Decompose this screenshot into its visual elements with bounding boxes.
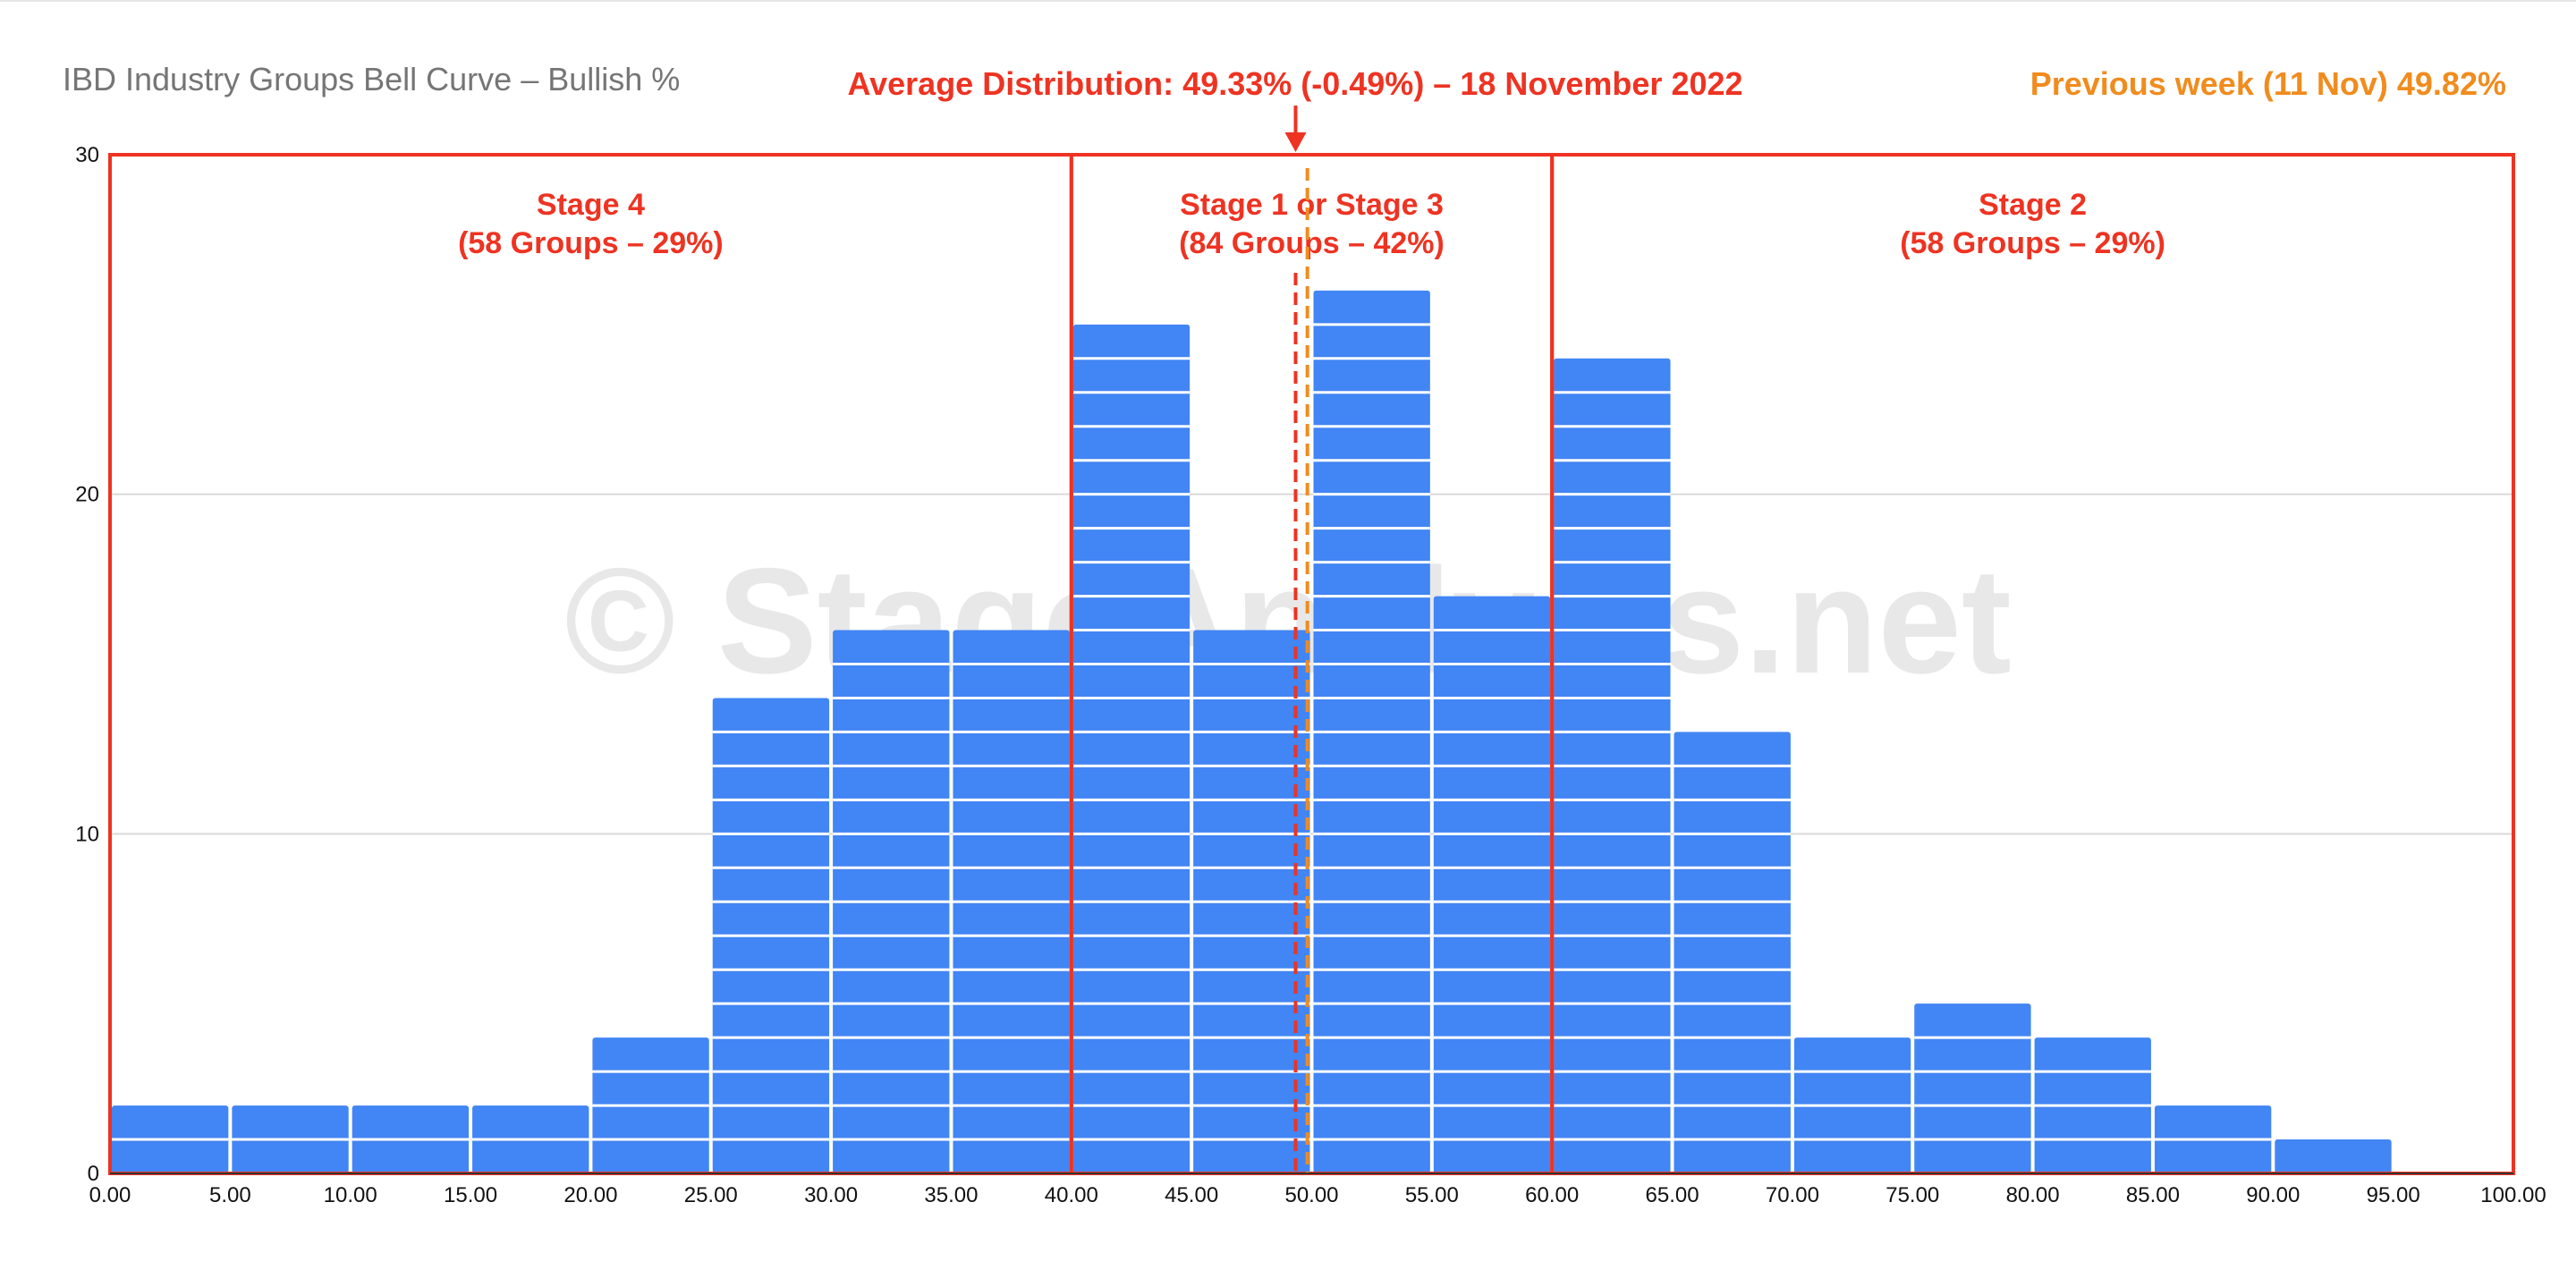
bar-90-95	[2275, 1139, 2392, 1173]
average-distribution-label: Average Distribution: 49.33% (-0.49%) – …	[847, 65, 1742, 102]
x-tick-label: 75.00	[1885, 1183, 1939, 1207]
bar-60-65	[1554, 358, 1671, 1173]
x-tick-label: 50.00	[1284, 1183, 1338, 1207]
x-tick-label: 55.00	[1405, 1183, 1459, 1207]
bar-55-60	[1433, 596, 1551, 1173]
previous-week-label: Previous week (11 Nov) 49.82%	[2030, 65, 2506, 102]
x-tick-label: 45.00	[1165, 1183, 1218, 1207]
bar-70-75	[1793, 1037, 1911, 1173]
bar-75-80	[1914, 1003, 2031, 1173]
bar-rect	[1674, 732, 1791, 1173]
x-tick-label: 65.00	[1646, 1183, 1699, 1207]
stage-zone-title: Stage 4	[537, 188, 645, 222]
y-tick-label: 20	[75, 483, 99, 507]
bar-rect	[2275, 1139, 2392, 1173]
stage-zone-count: (58 Groups – 29%)	[458, 226, 724, 260]
stage-zone-count: (84 Groups – 42%)	[1179, 226, 1445, 260]
bar-15-20	[472, 1105, 589, 1173]
bar-85-90	[2154, 1105, 2272, 1173]
bar-25-30	[712, 698, 830, 1173]
y-tick-label: 30	[75, 143, 99, 167]
bar-10-15	[352, 1105, 470, 1173]
bar-30-35	[833, 630, 950, 1173]
x-tick-label: 95.00	[2367, 1183, 2420, 1207]
x-tick-label: 90.00	[2246, 1183, 2300, 1207]
x-tick-label: 100.00	[2480, 1183, 2546, 1207]
average-arrow-head	[1284, 132, 1307, 152]
x-tick-label: 40.00	[1045, 1183, 1098, 1207]
x-tick-label: 20.00	[564, 1183, 617, 1207]
x-tick-label: 70.00	[1766, 1183, 1819, 1207]
x-tick-label: 30.00	[804, 1183, 858, 1207]
bar-rect	[1914, 1003, 2031, 1173]
bar-80-85	[2034, 1037, 2151, 1173]
bar-20-25	[592, 1037, 709, 1173]
x-tick-label: 80.00	[2006, 1183, 2060, 1207]
bar-35-40	[953, 630, 1070, 1173]
stage-zone-title: Stage 1 or Stage 3	[1180, 188, 1444, 222]
x-tick-label: 0.00	[89, 1183, 131, 1207]
stage-zone-title: Stage 2	[1979, 188, 2087, 222]
bar-50-55	[1313, 290, 1430, 1173]
bar-rect	[1433, 596, 1551, 1173]
stage-zone-count: (58 Groups – 29%)	[1900, 226, 2165, 260]
bar-5-10	[232, 1105, 349, 1173]
x-tick-label: 10.00	[324, 1183, 377, 1207]
x-tick-label: 60.00	[1525, 1183, 1579, 1207]
chart-title: IBD Industry Groups Bell Curve – Bullish…	[63, 61, 680, 97]
y-tick-label: 0	[88, 1162, 99, 1186]
bar-40-45	[1072, 324, 1191, 1173]
x-tick-label: 25.00	[684, 1183, 738, 1207]
x-tick-label: 5.00	[209, 1183, 251, 1207]
x-tick-label: 35.00	[924, 1183, 978, 1207]
bar-0-5	[112, 1105, 229, 1173]
x-tick-label: 85.00	[2126, 1183, 2180, 1207]
bar-rect	[1072, 324, 1191, 1173]
bar-45-50	[1193, 630, 1310, 1173]
bar-65-70	[1674, 732, 1791, 1173]
y-tick-label: 10	[75, 822, 99, 846]
x-tick-label: 15.00	[444, 1183, 497, 1207]
